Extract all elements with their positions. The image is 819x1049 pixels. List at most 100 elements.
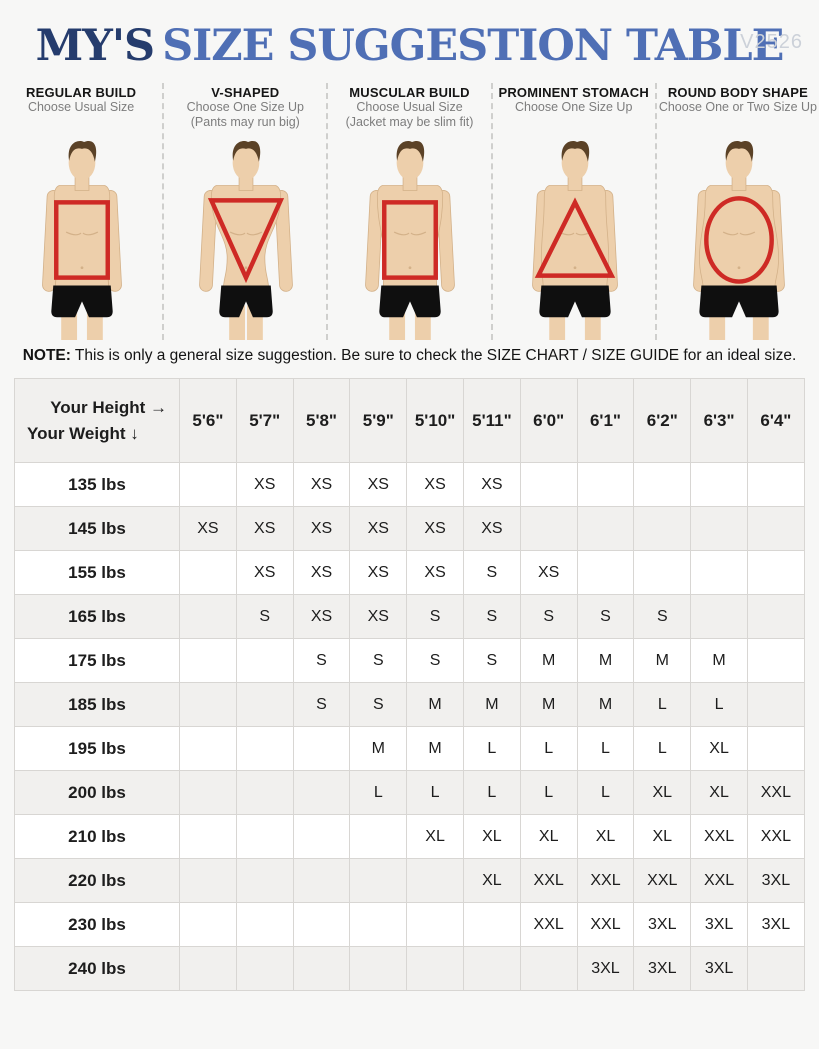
size-cell: XL bbox=[462, 814, 521, 859]
size-cell: XXL bbox=[519, 858, 578, 903]
size-cell: S bbox=[462, 638, 521, 683]
body-type-advice: Choose One Size Up bbox=[514, 100, 633, 114]
size-cell: XL bbox=[633, 814, 692, 859]
hair-icon bbox=[68, 140, 97, 162]
body-type-name: MUSCULAR BUILD bbox=[349, 85, 470, 100]
weight-header: 155 lbs bbox=[14, 550, 180, 595]
size-cell bbox=[179, 682, 237, 727]
body-type-header: ROUND BODY SHAPE Choose One or Two Size … bbox=[657, 85, 819, 137]
size-cell: L bbox=[462, 770, 521, 815]
size-cell: XS bbox=[235, 506, 294, 551]
table-row: 135 lbs XS XS XS XS XS bbox=[14, 462, 805, 507]
stomach-build-figure bbox=[531, 140, 618, 340]
size-cell: M bbox=[633, 638, 692, 683]
size-cell bbox=[179, 462, 237, 507]
size-cell bbox=[519, 506, 578, 551]
size-cell bbox=[179, 638, 237, 683]
size-cell: S bbox=[349, 682, 408, 727]
size-cell bbox=[690, 594, 748, 639]
table-row: 230 lbs XXL XXL 3XL 3XL 3XL bbox=[14, 902, 805, 947]
size-cell: L bbox=[576, 770, 635, 815]
size-cell bbox=[746, 682, 805, 727]
table-row: 155 lbs XS XS XS XS S XS bbox=[14, 550, 805, 595]
height-axis-label: Your Height → bbox=[50, 398, 167, 417]
size-cell: M bbox=[462, 682, 521, 727]
size-table-body: 135 lbs XS XS XS XS XS 145 lbs XS XS XS XS XS XS 15… bbox=[14, 462, 805, 991]
body-type-name: V-SHAPED bbox=[211, 85, 280, 100]
size-cell: L bbox=[519, 770, 578, 815]
height-header: 6'1" bbox=[576, 378, 635, 463]
size-cell: XXL bbox=[746, 814, 805, 859]
size-cell bbox=[746, 506, 805, 551]
weight-axis-label: Your Weight ↓ bbox=[27, 423, 139, 443]
body-type-header: V-SHAPED Choose One Size Up (Pants may ru… bbox=[164, 85, 326, 137]
weight-header: 195 lbs bbox=[14, 726, 180, 771]
size-cell bbox=[746, 462, 805, 507]
table-row: 240 lbs 3XL 3XL 3XL bbox=[14, 946, 805, 991]
size-cell bbox=[179, 858, 237, 903]
title-rest: SIZE SUGGESTION TABLE bbox=[162, 21, 784, 71]
size-cell bbox=[576, 550, 635, 595]
size-cell: S bbox=[406, 638, 464, 683]
note-label: NOTE: bbox=[22, 347, 71, 364]
size-cell bbox=[235, 638, 294, 683]
size-cell: S bbox=[462, 594, 521, 639]
table-row: 175 lbs S S S S M M M M bbox=[14, 638, 805, 683]
weight-header: 200 lbs bbox=[14, 770, 180, 815]
rectangle-shape-icon bbox=[54, 200, 110, 280]
weight-header: 175 lbs bbox=[14, 638, 180, 683]
size-cell bbox=[235, 682, 294, 727]
body-type-advice: Choose Usual Size bbox=[27, 100, 135, 114]
weight-header: 230 lbs bbox=[14, 902, 180, 947]
size-cell bbox=[519, 462, 578, 507]
size-cell: XS bbox=[462, 506, 521, 551]
size-cell: L bbox=[519, 726, 578, 771]
size-cell bbox=[519, 946, 578, 991]
size-cell: XL bbox=[633, 770, 692, 815]
size-cell bbox=[349, 858, 408, 903]
weight-header: 240 lbs bbox=[14, 946, 180, 991]
size-cell: S bbox=[292, 638, 351, 683]
size-cell bbox=[292, 814, 351, 859]
size-cell: XL bbox=[519, 814, 578, 859]
size-cell: 3XL bbox=[746, 902, 805, 947]
size-cell: XXL bbox=[690, 814, 748, 859]
size-cell bbox=[746, 726, 805, 771]
body-type-header: PROMINENT STOMACH Choose One Size Up bbox=[493, 85, 655, 137]
size-cell bbox=[633, 506, 692, 551]
figure-wrap bbox=[657, 137, 819, 340]
size-cell bbox=[292, 858, 351, 903]
table-row: 195 lbs M M L L L L XL bbox=[14, 726, 805, 771]
size-cell bbox=[179, 594, 237, 639]
height-header: 5'11" bbox=[462, 378, 521, 463]
size-cell: XL bbox=[462, 858, 521, 903]
height-header: 6'3" bbox=[690, 378, 748, 463]
table-row: 145 lbs XS XS XS XS XS XS bbox=[14, 506, 805, 551]
body-type-panel: ROUND BODY SHAPE Choose One or Two Size … bbox=[654, 83, 819, 340]
size-cell bbox=[746, 594, 805, 639]
figure-wrap bbox=[493, 137, 655, 340]
size-cell bbox=[179, 770, 237, 815]
weight-header: 185 lbs bbox=[14, 682, 180, 727]
size-cell: S bbox=[462, 550, 521, 595]
size-cell: M bbox=[406, 682, 464, 727]
size-cell: 3XL bbox=[576, 946, 635, 991]
height-header: 5'9" bbox=[349, 378, 408, 463]
size-cell: XL bbox=[690, 770, 748, 815]
version-watermark: V2526 bbox=[740, 31, 803, 53]
body-type-advice: Choose Usual Size bbox=[356, 100, 463, 114]
weight-header: 210 lbs bbox=[14, 814, 180, 859]
height-header: 6'2" bbox=[633, 378, 692, 463]
body-type-panel: V-SHAPED Choose One Size Up (Pants may ru… bbox=[162, 83, 326, 340]
size-cell bbox=[179, 814, 237, 859]
size-cell: S bbox=[519, 594, 578, 639]
body-type-name: ROUND BODY SHAPE bbox=[667, 85, 809, 100]
size-cell bbox=[235, 858, 294, 903]
size-cell bbox=[235, 902, 294, 947]
size-cell bbox=[292, 946, 351, 991]
regular-build-figure bbox=[42, 140, 122, 340]
hair-icon bbox=[232, 140, 261, 162]
body-type-header: MUSCULAR BUILD Choose Usual Size (Jacket … bbox=[328, 85, 490, 137]
size-cell: S bbox=[235, 594, 294, 639]
size-cell: M bbox=[576, 638, 635, 683]
